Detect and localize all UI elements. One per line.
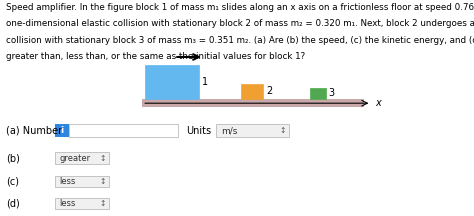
- Text: greater: greater: [59, 154, 91, 163]
- Text: (b): (b): [6, 153, 19, 163]
- Bar: [145, 65, 199, 99]
- Text: (c): (c): [6, 176, 18, 186]
- Text: (a) Number: (a) Number: [6, 126, 62, 136]
- Text: i: i: [60, 126, 63, 135]
- Text: less: less: [59, 199, 76, 208]
- Text: m/s: m/s: [221, 126, 238, 135]
- Text: greater than, less than, or the same as the initial values for block 1?: greater than, less than, or the same as …: [6, 52, 305, 61]
- Bar: [142, 99, 364, 107]
- Text: 1: 1: [202, 77, 208, 87]
- Text: ↕: ↕: [100, 154, 106, 163]
- Text: (d): (d): [6, 199, 19, 208]
- Bar: [310, 88, 326, 99]
- Text: one-dimensional elastic collision with stationary block 2 of mass m₂ = 0.320 m₁.: one-dimensional elastic collision with s…: [6, 19, 474, 29]
- Text: ↕: ↕: [100, 199, 106, 208]
- Bar: [241, 84, 263, 99]
- Text: Speed amplifier. In the figure block 1 of mass m₁ slides along an x axis on a fr: Speed amplifier. In the figure block 1 o…: [6, 3, 474, 12]
- Text: ↕: ↕: [279, 126, 285, 135]
- Text: ↕: ↕: [100, 177, 106, 186]
- Text: less: less: [59, 177, 76, 186]
- Text: collision with stationary block 3 of mass m₃ = 0.351 m₂. (a) Are (b) the speed, : collision with stationary block 3 of mas…: [6, 36, 474, 45]
- Text: 2: 2: [266, 86, 272, 96]
- Text: x: x: [375, 98, 381, 108]
- Text: Units: Units: [186, 126, 211, 136]
- Text: 3: 3: [329, 89, 335, 98]
